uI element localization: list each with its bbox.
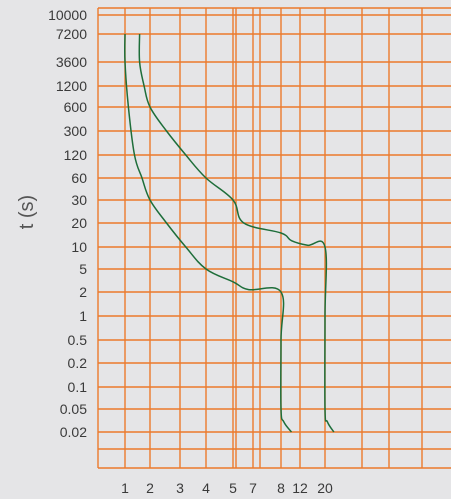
- y-tick-label: 7200: [56, 26, 87, 42]
- y-tick-label: 600: [64, 99, 88, 115]
- x-tick-labels: 1 2 3 4 5 7 8 12 20: [121, 480, 333, 496]
- x-tick-label: 12: [292, 480, 308, 496]
- y-tick-label: 0.02: [60, 424, 87, 440]
- y-axis-title: t (s): [16, 195, 38, 229]
- x-tick-label: 1: [121, 480, 129, 496]
- x-tick-label: 2: [146, 480, 154, 496]
- y-tick-label: 0.2: [68, 355, 88, 371]
- x-tick-label: 4: [202, 480, 210, 496]
- y-tick-labels: 10000 7200 3600 1200 600 300 120 60 30 20 10 5 2 1 0.5…: [48, 7, 87, 440]
- y-tick-label: 0.1: [68, 379, 88, 395]
- y-tick-label: 1200: [56, 78, 87, 94]
- curve-series-1: [123, 33, 293, 433]
- y-tick-label: 300: [64, 123, 88, 139]
- y-tick-label: 20: [71, 215, 87, 231]
- y-tick-label: 0.5: [68, 332, 88, 348]
- x-tick-label: 8: [277, 480, 285, 496]
- x-tick-label: 3: [176, 480, 184, 496]
- y-tick-label: 1: [79, 308, 87, 324]
- y-tick-label: 2: [79, 284, 87, 300]
- y-tick-label: 0.05: [60, 401, 87, 417]
- y-tick-label: 5: [79, 261, 87, 277]
- curves: [123, 33, 335, 433]
- x-tick-label: 7: [249, 480, 257, 496]
- curve-series-2: [138, 33, 335, 433]
- x-tick-label: 5: [229, 480, 237, 496]
- y-tick-label: 60: [71, 170, 87, 186]
- y-tick-label: 3600: [56, 54, 87, 70]
- y-tick-label: 30: [71, 192, 87, 208]
- grid: [97, 7, 451, 469]
- y-tick-label: 10: [71, 239, 87, 255]
- y-tick-label: 120: [64, 147, 88, 163]
- y-tick-label: 10000: [48, 7, 87, 23]
- x-tick-label: 20: [317, 480, 333, 496]
